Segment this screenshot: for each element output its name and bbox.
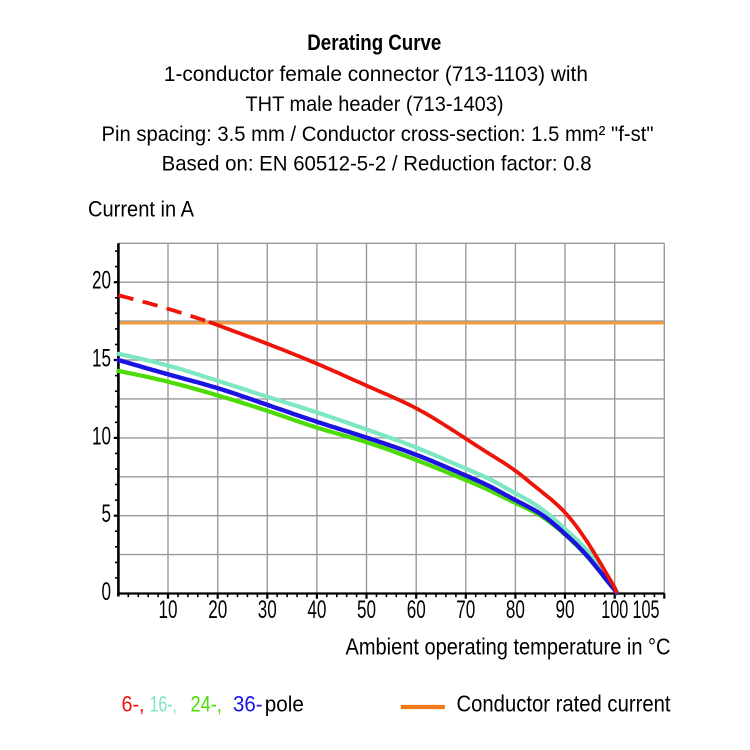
svg-text:24-,: 24-, <box>191 692 223 717</box>
svg-text:36-: 36- <box>233 692 263 717</box>
svg-text:50: 50 <box>357 596 376 624</box>
svg-text:Current in A: Current in A <box>88 196 194 221</box>
svg-text:20: 20 <box>208 596 227 624</box>
svg-text:Pin spacing: 3.5 mm / Conducto: Pin spacing: 3.5 mm / Conductor cross-se… <box>102 123 654 146</box>
svg-text:Based on: EN 60512-5-2 / Reduc: Based on: EN 60512-5-2 / Reduction facto… <box>162 152 592 175</box>
svg-text:100: 100 <box>601 596 628 624</box>
svg-text:105: 105 <box>633 596 660 624</box>
svg-text:16-,: 16-, <box>150 692 177 717</box>
svg-text:90: 90 <box>556 596 575 624</box>
svg-text:0: 0 <box>102 578 112 606</box>
svg-text:15: 15 <box>92 345 111 373</box>
svg-text:40: 40 <box>307 596 326 624</box>
svg-text:20: 20 <box>92 267 111 295</box>
svg-text:80: 80 <box>506 596 525 624</box>
svg-text:30: 30 <box>258 596 277 624</box>
svg-text:6-,: 6-, <box>122 692 145 717</box>
svg-text:70: 70 <box>456 596 475 624</box>
svg-text:1-conductor female connector (: 1-conductor female connector (713-1103) … <box>164 63 588 86</box>
svg-text:10: 10 <box>159 596 178 624</box>
svg-text:THT male header (713-1403): THT male header (713-1403) <box>246 93 504 116</box>
svg-text:5: 5 <box>102 500 112 528</box>
svg-text:pole: pole <box>265 692 304 717</box>
svg-text:10: 10 <box>92 422 111 450</box>
svg-text:Derating Curve: Derating Curve <box>307 30 441 55</box>
svg-text:60: 60 <box>407 596 426 624</box>
svg-text:Conductor rated current: Conductor rated current <box>457 690 672 716</box>
svg-text:Ambient operating temperature: Ambient operating temperature in °C <box>346 634 671 660</box>
